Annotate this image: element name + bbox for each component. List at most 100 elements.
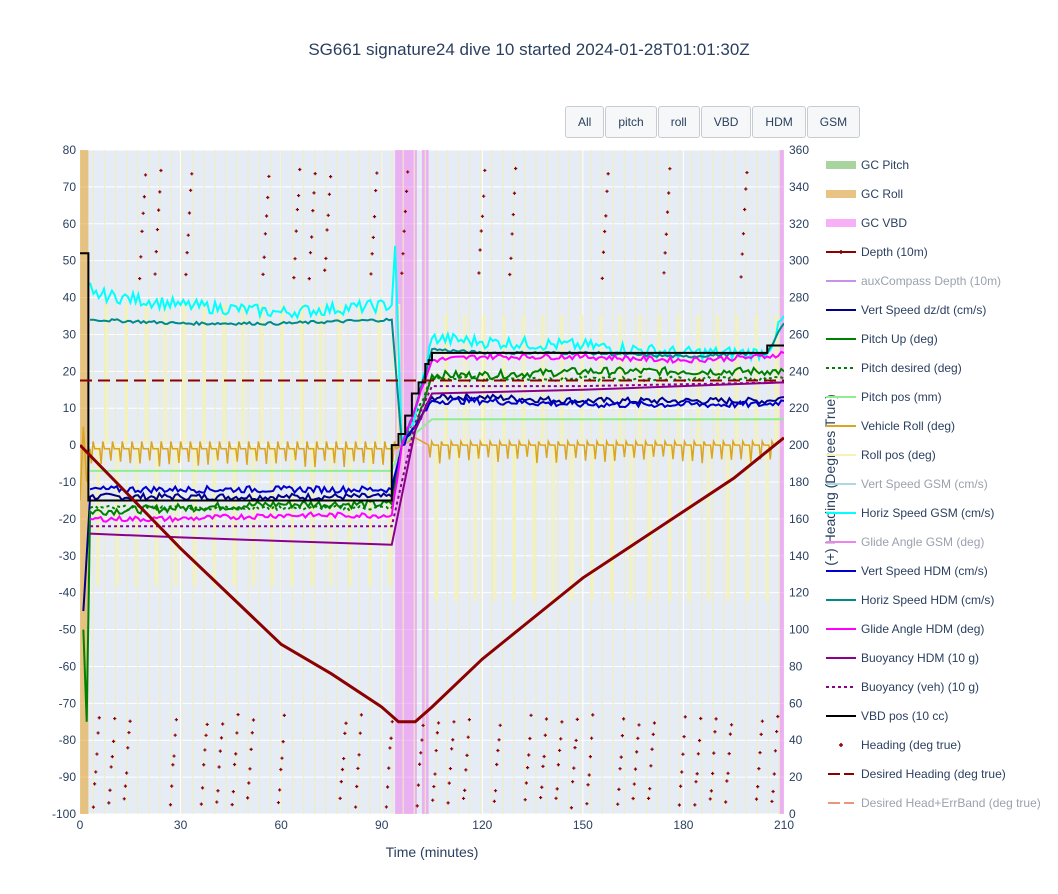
heading-marker <box>308 251 313 255</box>
button-roll[interactable]: roll <box>657 106 700 138</box>
heading-marker <box>174 718 178 722</box>
heading-marker <box>667 191 671 195</box>
heading-marker <box>359 713 364 717</box>
heading-marker <box>699 716 703 721</box>
legend-gc-pitch-swatch <box>826 161 856 169</box>
y-tick-label: 20 <box>63 364 77 378</box>
heading-marker <box>431 798 435 802</box>
heading-marker <box>122 797 126 801</box>
y2-tick-label: 60 <box>789 696 803 710</box>
y-tick-label: -50 <box>59 623 77 637</box>
y-tick-label: -20 <box>59 512 77 526</box>
heading-marker <box>452 720 456 724</box>
heading-marker <box>154 249 158 254</box>
heading-marker <box>374 188 378 193</box>
heading-marker <box>725 779 729 783</box>
heading-marker <box>740 252 744 256</box>
y2-tick-label: 340 <box>789 180 809 194</box>
y-tick-label: 0 <box>69 438 76 452</box>
heading-marker <box>221 722 225 726</box>
x-tick-label: 0 <box>77 818 84 832</box>
heading-marker <box>708 797 712 801</box>
heading-marker <box>727 752 731 756</box>
heading-marker <box>199 802 203 806</box>
legend-glide-angle-gsm-deg-label: Glide Angle GSM (deg) <box>861 535 984 549</box>
heading-marker <box>143 173 148 177</box>
y2-tick-label: 260 <box>789 327 809 341</box>
heading-marker <box>94 770 98 774</box>
legend-vert-speed-hdm-cm-s-label: Vert Speed HDM (cm/s) <box>861 564 988 578</box>
heading-marker <box>325 228 329 232</box>
heading-marker <box>616 802 620 806</box>
heading-marker <box>497 738 501 742</box>
heading-marker <box>403 209 407 214</box>
legend-vert-speed-dz-dt-cm-s-label: Vert Speed dz/dt (cm/s) <box>861 303 986 317</box>
heading-marker <box>712 751 716 755</box>
heading-marker <box>450 747 454 751</box>
y2-tick-label: 80 <box>789 659 803 673</box>
heading-marker <box>554 796 558 800</box>
heading-marker <box>357 753 361 757</box>
heading-marker <box>113 716 117 721</box>
heading-marker <box>757 766 761 771</box>
heading-marker <box>203 748 207 752</box>
heading-marker <box>525 766 530 770</box>
heading-marker <box>483 168 487 173</box>
heading-marker <box>140 229 144 233</box>
heading-marker <box>246 796 250 800</box>
heading-marker <box>95 752 99 756</box>
heading-marker <box>141 211 145 215</box>
heading-marker <box>694 780 698 784</box>
heading-marker <box>389 736 393 740</box>
heading-marker <box>295 207 300 212</box>
heading-marker <box>355 784 359 789</box>
heading-marker <box>400 271 404 275</box>
heading-marker <box>200 786 205 790</box>
x-tick-label: 150 <box>573 818 593 832</box>
heading-marker <box>294 229 298 233</box>
series-pitch-desired-deg <box>89 375 784 512</box>
heading-marker <box>353 805 358 809</box>
series-vehicle-roll <box>80 426 775 501</box>
heading-marker <box>446 801 450 805</box>
heading-marker <box>496 748 500 753</box>
heading-marker <box>662 271 666 275</box>
heading-marker <box>344 721 348 725</box>
legend-depth-10m-label: Depth (10m) <box>861 245 928 259</box>
heading-marker <box>402 229 406 233</box>
button-all[interactable]: All <box>565 106 605 138</box>
heading-marker <box>726 771 730 775</box>
button-hdm[interactable]: HDM <box>752 106 806 138</box>
y2-tick-label: 20 <box>789 770 803 784</box>
heading-marker <box>604 214 608 218</box>
heading-marker <box>432 784 436 789</box>
button-gsm[interactable]: GSM <box>806 106 861 138</box>
button-pitch[interactable]: pitch <box>605 106 657 138</box>
heading-marker <box>170 784 174 788</box>
heading-marker <box>665 210 670 214</box>
heading-marker <box>128 719 132 723</box>
heading-marker <box>217 765 221 769</box>
heading-marker <box>342 756 346 761</box>
heading-marker <box>219 736 224 740</box>
heading-marker <box>173 733 177 737</box>
heading-marker <box>741 232 746 236</box>
heading-marker <box>756 785 760 789</box>
button-vbd[interactable]: VBD <box>700 106 752 138</box>
heading-marker <box>159 168 163 173</box>
heading-marker <box>310 235 314 239</box>
heading-marker <box>123 784 128 788</box>
legend-depth-10m-marker <box>839 250 843 254</box>
heading-marker <box>204 733 208 737</box>
heading-marker <box>492 799 496 803</box>
heading-marker <box>96 731 100 735</box>
x-tick-label: 30 <box>174 818 188 832</box>
y2-axis-title: (+) Heading (Degrees True) <box>822 394 838 566</box>
heading-marker <box>436 721 441 725</box>
heading-marker <box>606 172 610 176</box>
heading-marker <box>327 192 332 196</box>
heading-marker <box>404 189 409 193</box>
heading-marker <box>724 800 728 804</box>
heading-marker <box>575 717 579 721</box>
